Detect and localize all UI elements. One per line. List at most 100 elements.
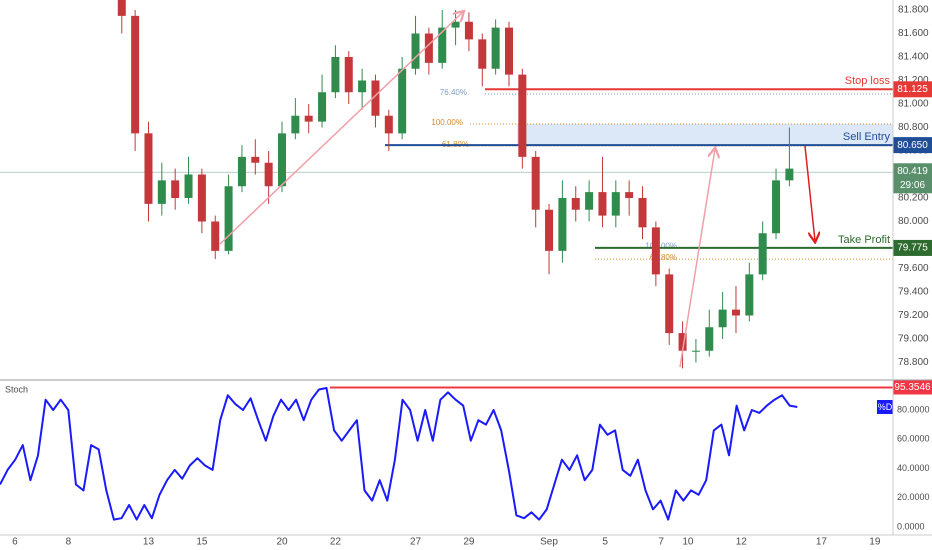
candle-body: [251, 156, 260, 163]
price-tag-label: 79.775: [897, 243, 928, 254]
candle-body: [291, 115, 300, 134]
candle-body: [237, 156, 246, 187]
candle-body: [611, 192, 620, 216]
y-tick-label: 60.0000: [897, 434, 930, 444]
candle-body: [398, 68, 407, 134]
last-price-label: 80.419: [897, 166, 928, 177]
y-tick-label: 80.800: [898, 122, 929, 133]
candle-body: [558, 197, 567, 251]
candle-body: [344, 56, 353, 93]
candle-body: [545, 209, 554, 251]
x-tick-label: Sep: [540, 537, 558, 548]
y-tick-label: 79.600: [898, 263, 929, 274]
countdown: 29:06: [900, 180, 925, 191]
candle-body: [772, 180, 781, 234]
price-tag-label: 95.3546: [894, 382, 931, 393]
y-tick-label: 79.000: [898, 334, 929, 345]
y-tick-label: 81.600: [898, 28, 929, 39]
price-tag: [893, 380, 932, 395]
candle-body: [651, 227, 660, 275]
candle-body: [464, 21, 473, 40]
candle-body: [451, 21, 460, 28]
fib-label: 76.40%: [440, 88, 467, 97]
fib-label: 61.80%: [650, 253, 677, 262]
pane-title: Stoch: [5, 384, 28, 394]
candle-body: [371, 80, 380, 116]
candle-body: [438, 27, 447, 63]
candle-body: [638, 197, 647, 228]
entry-zone: [517, 123, 893, 146]
x-tick-label: 6: [12, 537, 18, 548]
x-tick-label: 17: [816, 537, 828, 548]
candle-body: [585, 192, 594, 210]
candle-body: [144, 133, 153, 204]
candle-body: [665, 274, 674, 334]
candle-body: [424, 33, 433, 63]
candle-body: [304, 115, 313, 122]
x-tick-label: 29: [463, 537, 475, 548]
y-tick-label: 79.400: [898, 287, 929, 298]
last-price-tag: [893, 163, 932, 194]
y-tick-label: 40.0000: [897, 463, 930, 473]
candle-body: [117, 0, 126, 16]
price-tag: [893, 137, 932, 154]
target-arrow: [804, 145, 815, 241]
x-tick-label: 22: [330, 537, 342, 548]
y-tick-label: 0.0000: [897, 521, 925, 531]
candle-body: [211, 221, 220, 251]
candle-body: [731, 309, 740, 316]
y-tick-label: 78.800: [898, 357, 929, 368]
y-tick-label: 81.200: [898, 75, 929, 86]
legend-tag: [877, 400, 893, 414]
candle-body: [358, 80, 367, 93]
candle-body: [718, 309, 727, 328]
y-tick-label: 20.0000: [897, 492, 930, 502]
candle-body: [478, 39, 487, 69]
candle-body: [504, 27, 513, 75]
x-tick-label: 10: [682, 537, 694, 548]
candle-body: [131, 15, 140, 134]
x-tick-label: 13: [143, 537, 155, 548]
price-tag: [893, 239, 932, 256]
candle-body: [411, 33, 420, 69]
x-tick-label: 5: [602, 537, 608, 548]
candle-body: [691, 350, 700, 352]
y-tick-label: 80.000: [898, 216, 929, 227]
trend-arrow: [219, 12, 463, 245]
candle-body: [157, 180, 166, 204]
stoch-line: [0, 387, 798, 521]
x-tick-label: 20: [276, 537, 288, 548]
y-tick-label: 79.200: [898, 310, 929, 321]
x-tick-label: 7: [658, 537, 664, 548]
price-tag-label: 80.650: [897, 140, 928, 151]
y-tick-label: 81.800: [898, 5, 929, 16]
candle-body: [224, 186, 233, 251]
candle-body: [571, 197, 580, 210]
candle-body: [758, 233, 767, 275]
y-tick-label: 80.200: [898, 193, 929, 204]
candle-body: [678, 333, 687, 351]
level-label: Sell Entry: [843, 131, 891, 143]
candle-body: [625, 192, 634, 198]
candle-body: [745, 274, 754, 316]
x-tick-label: 19: [869, 537, 881, 548]
candle-body: [518, 74, 527, 157]
y-tick-label: 81.400: [898, 52, 929, 63]
candle-body: [705, 327, 714, 351]
y-tick-label: 80.0000: [897, 404, 930, 414]
y-tick-label: 81.000: [898, 99, 929, 110]
candle-body: [531, 156, 540, 210]
candle-body: [331, 56, 340, 93]
level-label: Take Profit: [838, 234, 890, 246]
trend-arrow: [679, 149, 715, 368]
candle-body: [197, 174, 206, 222]
candle-body: [318, 92, 327, 122]
candle-body: [171, 180, 180, 198]
price-tag: [893, 81, 932, 98]
level-label: Stop loss: [845, 75, 891, 87]
candle-body: [598, 192, 607, 216]
x-tick-label: 8: [66, 537, 72, 548]
fib-label: 100.00%: [431, 118, 463, 127]
